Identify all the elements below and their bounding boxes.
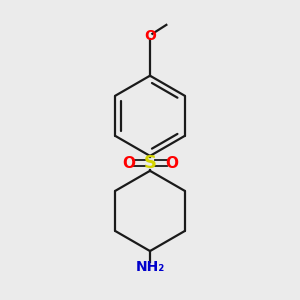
Text: NH₂: NH₂ — [135, 260, 165, 274]
Text: O: O — [144, 28, 156, 43]
Text: O: O — [122, 156, 135, 171]
Text: S: S — [143, 154, 157, 172]
Text: O: O — [165, 156, 178, 171]
